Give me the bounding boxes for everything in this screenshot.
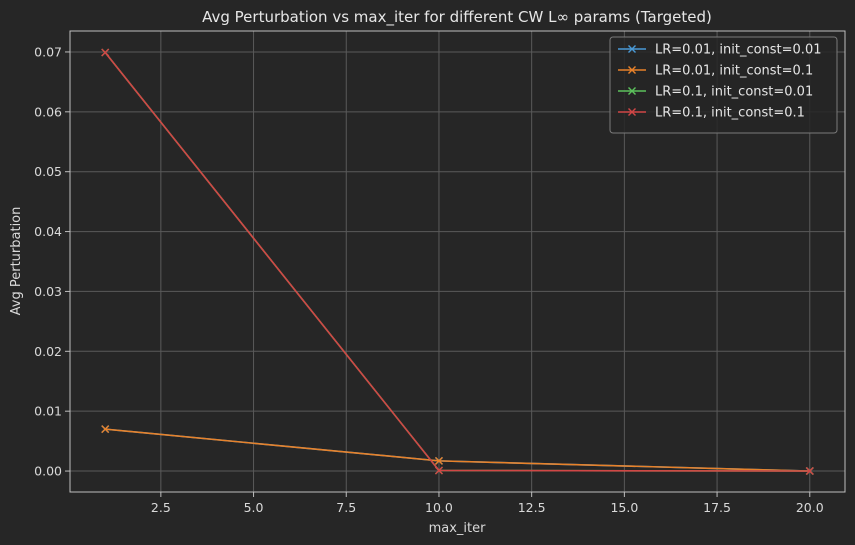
y-tick-label: 0.00 xyxy=(34,464,62,479)
y-tick-label: 0.06 xyxy=(34,104,62,119)
x-tick-label: 5.0 xyxy=(244,500,264,515)
x-tick-label: 15.0 xyxy=(610,500,638,515)
x-tick-label: 20.0 xyxy=(796,500,824,515)
y-tick-label: 0.04 xyxy=(34,224,62,239)
x-tick-label: 17.5 xyxy=(703,500,731,515)
legend-marker xyxy=(628,66,636,74)
axes-frame xyxy=(69,30,846,493)
legend-label: LR=0.1, init_const=0.01 xyxy=(655,85,813,100)
data-point xyxy=(101,425,110,434)
legend-box xyxy=(609,36,838,134)
legend-item: LR=0.1, init_const=0.01 xyxy=(618,85,813,100)
legend-label: LR=0.01, init_const=0.1 xyxy=(655,64,813,79)
data-point xyxy=(434,466,443,475)
series-4 xyxy=(101,48,814,476)
y-tick-label: 0.05 xyxy=(34,164,62,179)
data-point xyxy=(101,48,110,57)
chart-title: Avg Perturbation vs max_iter for differe… xyxy=(202,8,712,27)
y-tick-label: 0.07 xyxy=(34,44,62,59)
x-tick-label: 7.5 xyxy=(336,500,356,515)
legend-marker xyxy=(628,45,636,53)
legend: LR=0.01, init_const=0.01 LR=0.01, init_co… xyxy=(609,36,838,134)
x-tick-label: 10.0 xyxy=(425,500,453,515)
legend-item: LR=0.01, init_const=0.01 xyxy=(618,43,822,58)
x-tick-label: 12.5 xyxy=(518,500,546,515)
data-point xyxy=(434,456,443,465)
y-tick-label: 0.02 xyxy=(34,344,62,359)
legend-label: LR=0.1, init_const=0.1 xyxy=(655,106,805,121)
legend-item: LR=0.01, init_const=0.1 xyxy=(618,64,813,79)
legend-marker xyxy=(628,87,636,95)
y-axis-title: Avg Perturbation xyxy=(9,207,24,316)
data-point xyxy=(805,467,814,476)
legend-marker xyxy=(628,108,636,116)
y-tick-label: 0.03 xyxy=(34,284,62,299)
x-axis-title: max_iter xyxy=(429,521,487,536)
legend-label: LR=0.01, init_const=0.01 xyxy=(655,43,822,58)
legend-item: LR=0.1, init_const=0.1 xyxy=(618,106,805,121)
y-tick-label: 0.01 xyxy=(34,404,62,419)
x-tick-label: 2.5 xyxy=(151,500,171,515)
